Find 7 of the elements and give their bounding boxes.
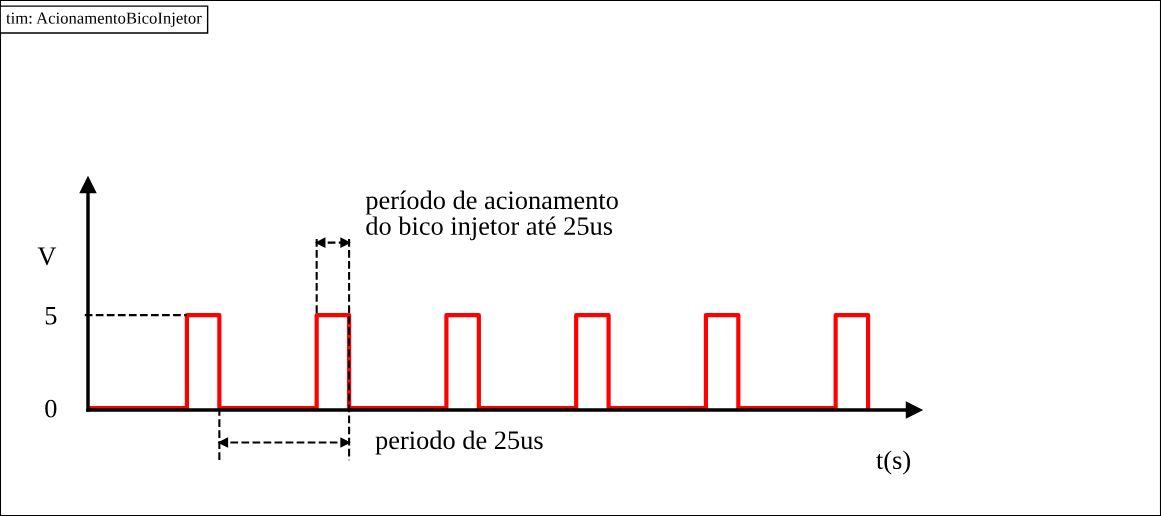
y-axis-title: V [37, 247, 57, 266]
y-tick-label: 0 [45, 399, 57, 418]
chart-title: tim: AcionamentoBicoInjetor [6, 12, 202, 28]
y-tick-label: 5 [45, 307, 57, 325]
text: periodo de 25us [375, 430, 543, 455]
annotation: período de acionamento do bico injetor até 25us [365, 190, 618, 241]
x-axis-title: t(s) [876, 450, 910, 475]
